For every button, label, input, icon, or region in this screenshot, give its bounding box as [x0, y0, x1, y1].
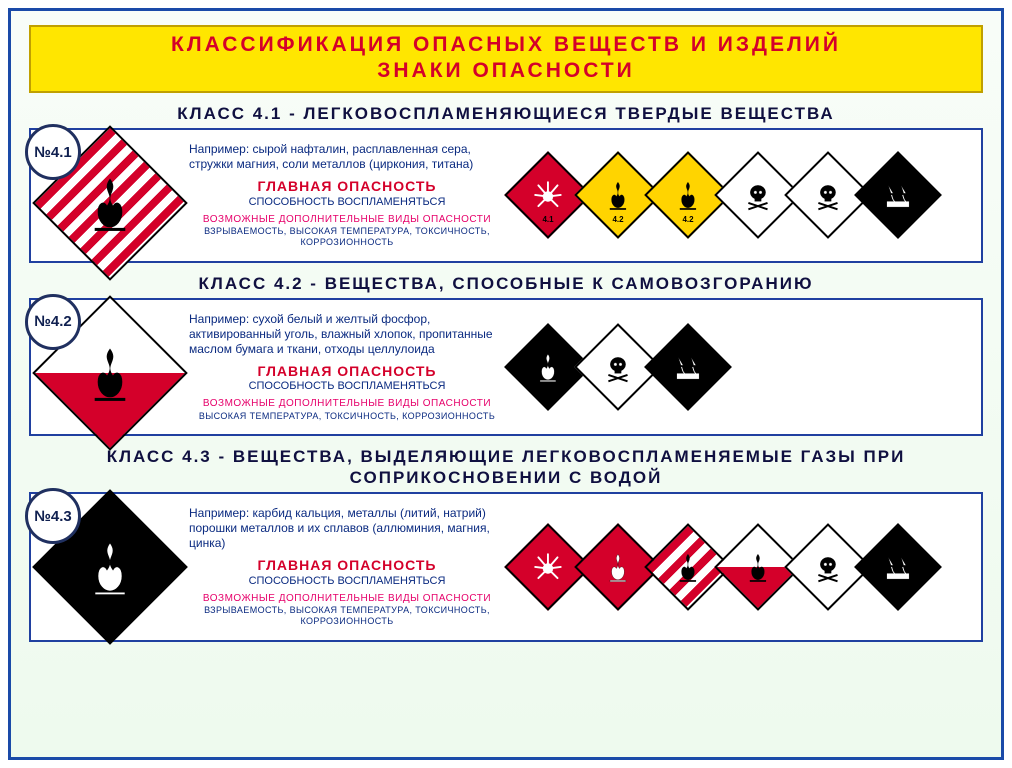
hazard-sign [657, 536, 719, 598]
hazard-icon [589, 338, 647, 396]
example-text: Например: сухой белый и желтый фосфор, а… [189, 312, 505, 357]
hazard-sign-label: 4.2 [657, 215, 719, 224]
hazard-sign [587, 536, 649, 598]
main-danger-sub: СПОСОБНОСТЬ ВОСПЛАМЕНЯТЬСЯ [189, 575, 505, 589]
class-panel: №4.1 Например: сырой нафталин, расплавле… [29, 128, 983, 262]
example-text: Например: сырой нафталин, расплавленная … [189, 142, 505, 172]
class-text-column: Например: сырой нафталин, расплавленная … [181, 138, 511, 252]
title-bar: КЛАССИФИКАЦИЯ ОПАСНЫХ ВЕЩЕСТВ И ИЗДЕЛИЙ … [29, 25, 983, 93]
hazard-sign: 4.2 [657, 164, 719, 226]
hazard-sign [517, 536, 579, 598]
additional-danger-sub: ВЗРЫВАЕМОСТЬ, ВЫСОКАЯ ТЕМПЕРАТУРА, ТОКСИ… [189, 226, 505, 249]
hazard-sign: 4.1 [517, 164, 579, 226]
secondary-signs-row: 4.1 4.2 4.2 [511, 138, 971, 252]
hazard-icon [519, 338, 577, 396]
hazard-sign [587, 336, 649, 398]
hazard-icon [799, 166, 857, 224]
example-text: Например: карбид кальция, металлы (литий… [189, 506, 505, 551]
additional-danger-heading: ВОЗМОЖНЫЕ ДОПОЛНИТЕЛЬНЫЕ ВИДЫ ОПАСНОСТИ [189, 214, 505, 227]
hazard-sign [517, 336, 579, 398]
hazard-sign [867, 536, 929, 598]
main-danger-heading: ГЛАВНАЯ ОПАСНОСТЬ [189, 363, 505, 381]
secondary-signs-row [511, 502, 971, 631]
main-danger-heading: ГЛАВНАЯ ОПАСНОСТЬ [189, 557, 505, 575]
hazard-icon [869, 538, 927, 596]
hazard-sign [867, 164, 929, 226]
class-block: КЛАСС 4.1 - ЛЕГКОВОСПЛАМЕНЯЮЩИЕСЯ ТВЕРДЫ… [29, 103, 983, 263]
hazard-icon [519, 538, 577, 596]
hazard-sign [727, 536, 789, 598]
main-danger-sub: СПОСОБНОСТЬ ВОСПЛАМЕНЯТЬСЯ [189, 196, 505, 210]
hazard-sign [657, 336, 719, 398]
class-number-badge: №4.3 [25, 488, 81, 544]
hazard-sign-label: 4.2 [587, 215, 649, 224]
hazard-sign: 4.2 [587, 164, 649, 226]
class-text-column: Например: сухой белый и желтый фосфор, а… [181, 308, 511, 426]
class-text-column: Например: карбид кальция, металлы (литий… [181, 502, 511, 631]
main-danger-sub: СПОСОБНОСТЬ ВОСПЛАМЕНЯТЬСЯ [189, 380, 505, 394]
class-panel: №4.3 Например: карбид кальция, металлы (… [29, 492, 983, 641]
class-header: КЛАСС 4.1 - ЛЕГКОВОСПЛАМЕНЯЮЩИЕСЯ ТВЕРДЫ… [29, 103, 983, 124]
additional-danger-sub: ВЫСОКАЯ ТЕМПЕРАТУРА, ТОКСИЧНОСТЬ, КОРРОЗ… [189, 411, 505, 422]
title-line-2: ЗНАКИ ОПАСНОСТИ [41, 59, 971, 83]
hazard-sign [797, 164, 859, 226]
additional-danger-heading: ВОЗМОЖНЫЕ ДОПОЛНИТЕЛЬНЫЕ ВИДЫ ОПАСНОСТИ [189, 398, 505, 411]
class-number-badge: №4.1 [25, 124, 81, 180]
hazard-sign-label: 4.1 [517, 215, 579, 224]
hazard-icon [589, 538, 647, 596]
additional-danger-heading: ВОЗМОЖНЫЕ ДОПОЛНИТЕЛЬНЫЕ ВИДЫ ОПАСНОСТИ [189, 593, 505, 606]
hazard-icon [729, 166, 787, 224]
class-number-badge: №4.2 [25, 294, 81, 350]
hazard-sign [797, 536, 859, 598]
hazard-icon [659, 538, 717, 596]
hazard-icon [729, 538, 787, 596]
secondary-signs-row [511, 308, 971, 426]
hazard-sign [727, 164, 789, 226]
hazard-icon [799, 538, 857, 596]
class-block: КЛАСС 4.2 - ВЕЩЕСТВА, СПОСОБНЫЕ К САМОВО… [29, 273, 983, 436]
class-header: КЛАСС 4.3 - ВЕЩЕСТВА, ВЫДЕЛЯЮЩИЕ ЛЕГКОВО… [29, 446, 983, 489]
hazard-icon [659, 338, 717, 396]
class-panel: №4.2 Например: сухой белый и желтый фосф… [29, 298, 983, 436]
class-block: КЛАСС 4.3 - ВЕЩЕСТВА, ВЫДЕЛЯЮЩИЕ ЛЕГКОВО… [29, 446, 983, 642]
poster-frame: КЛАССИФИКАЦИЯ ОПАСНЫХ ВЕЩЕСТВ И ИЗДЕЛИЙ … [8, 8, 1004, 760]
title-line-1: КЛАССИФИКАЦИЯ ОПАСНЫХ ВЕЩЕСТВ И ИЗДЕЛИЙ [41, 33, 971, 57]
hazard-icon [869, 166, 927, 224]
class-header: КЛАСС 4.2 - ВЕЩЕСТВА, СПОСОБНЫЕ К САМОВО… [29, 273, 983, 294]
additional-danger-sub: ВЗРЫВАЕМОСТЬ, ВЫСОКАЯ ТЕМПЕРАТУРА, ТОКСИ… [189, 605, 505, 628]
main-danger-heading: ГЛАВНАЯ ОПАСНОСТЬ [189, 178, 505, 196]
